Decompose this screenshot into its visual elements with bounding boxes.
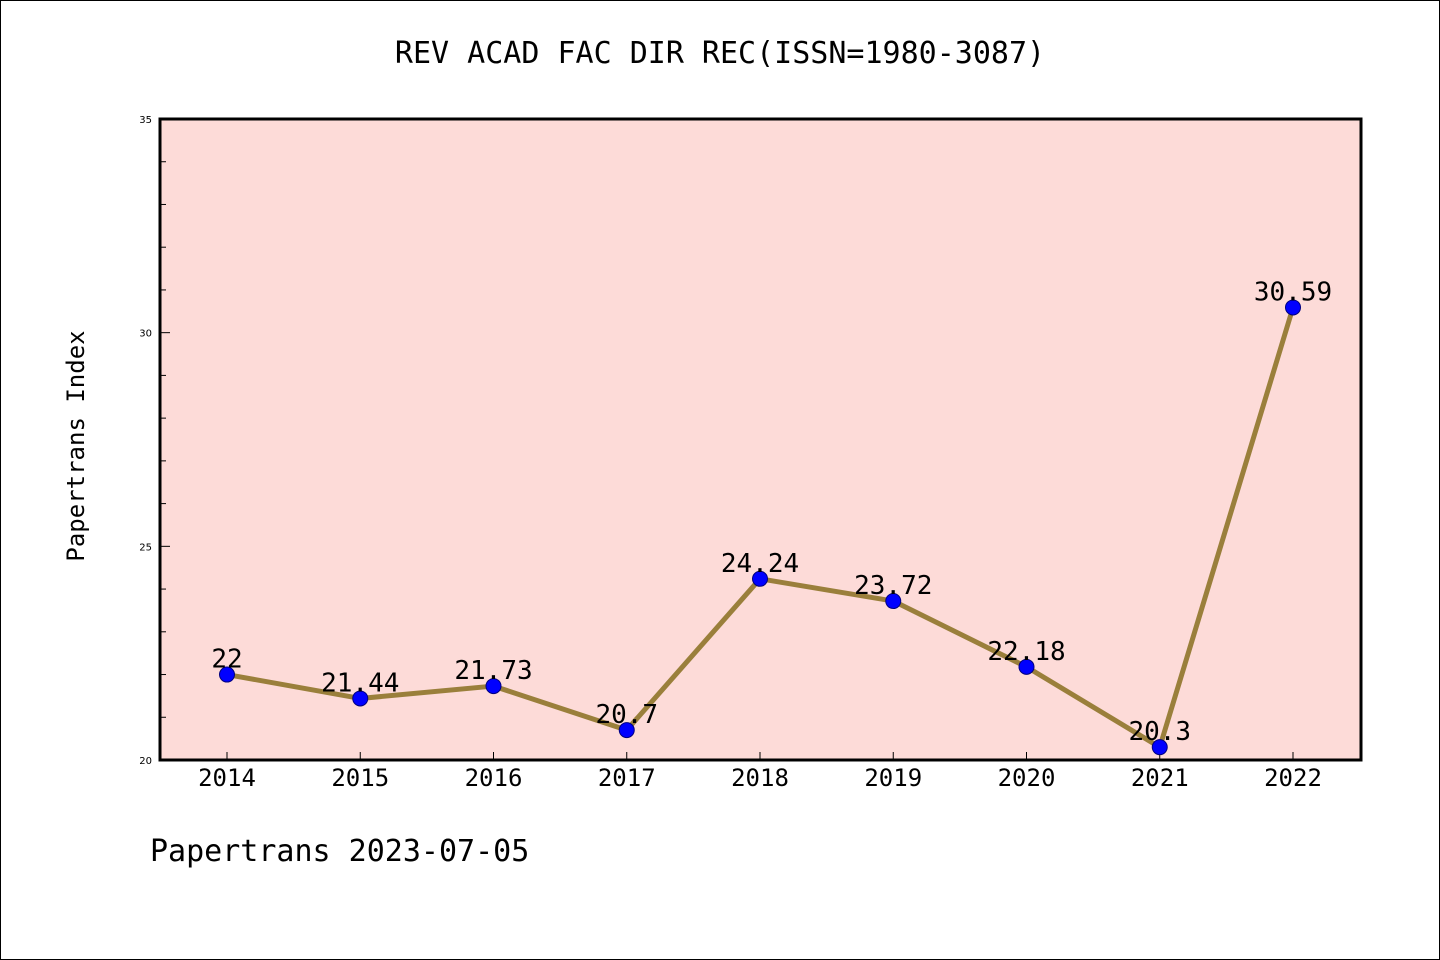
plot-border <box>158 117 1363 762</box>
x-tick-label: 2014 <box>198 764 256 792</box>
data-markers <box>219 299 1301 756</box>
y-tick-label: 20 <box>139 756 152 767</box>
data-point <box>1285 299 1301 316</box>
y-tick-label: 25 <box>139 542 152 553</box>
data-label: 22.18 <box>987 637 1065 667</box>
x-tick-label: 2018 <box>731 764 789 792</box>
data-point <box>485 678 502 695</box>
data-point <box>1018 658 1035 675</box>
x-tick-label: 2020 <box>998 764 1056 792</box>
x-axis-ticks: 2014 2015 2016 2017 2018 2019 2020 2021 2022 <box>198 752 1322 792</box>
x-tick-label: 2019 <box>864 764 922 792</box>
data-label: 23.72 <box>854 571 932 601</box>
y-tick-label: 30 <box>139 329 152 340</box>
data-label: 30.59 <box>1254 277 1332 307</box>
footer-credit: Papertrans 2023-07-05 <box>150 834 530 869</box>
y-tick-label: 35 <box>139 115 152 126</box>
data-point <box>219 666 235 683</box>
data-label: 24.24 <box>721 549 799 579</box>
x-tick-label: 2015 <box>331 764 389 792</box>
plot-area <box>160 119 1361 760</box>
data-label: 22 <box>211 645 242 675</box>
x-tick-label: 2016 <box>465 764 523 792</box>
data-label: 20.3 <box>1128 717 1191 747</box>
data-point <box>752 570 768 587</box>
data-labels: 22 21.44 21.73 20.7 24.24 23.72 22.18 20.3 30.59 <box>211 277 1332 747</box>
x-tick-label: 2021 <box>1131 764 1189 792</box>
data-label: 21.73 <box>454 656 532 686</box>
data-label: 21.44 <box>321 668 399 698</box>
x-tick-label: 2017 <box>598 764 656 792</box>
data-point <box>885 593 902 610</box>
chart-title: REV ACAD FAC DIR REC(ISSN=1980-3087) <box>394 36 1046 71</box>
data-point <box>1151 739 1168 756</box>
data-point <box>352 690 369 707</box>
data-label: 20.7 <box>595 700 658 730</box>
x-tick-label: 2022 <box>1264 764 1322 792</box>
data-point <box>618 722 635 739</box>
